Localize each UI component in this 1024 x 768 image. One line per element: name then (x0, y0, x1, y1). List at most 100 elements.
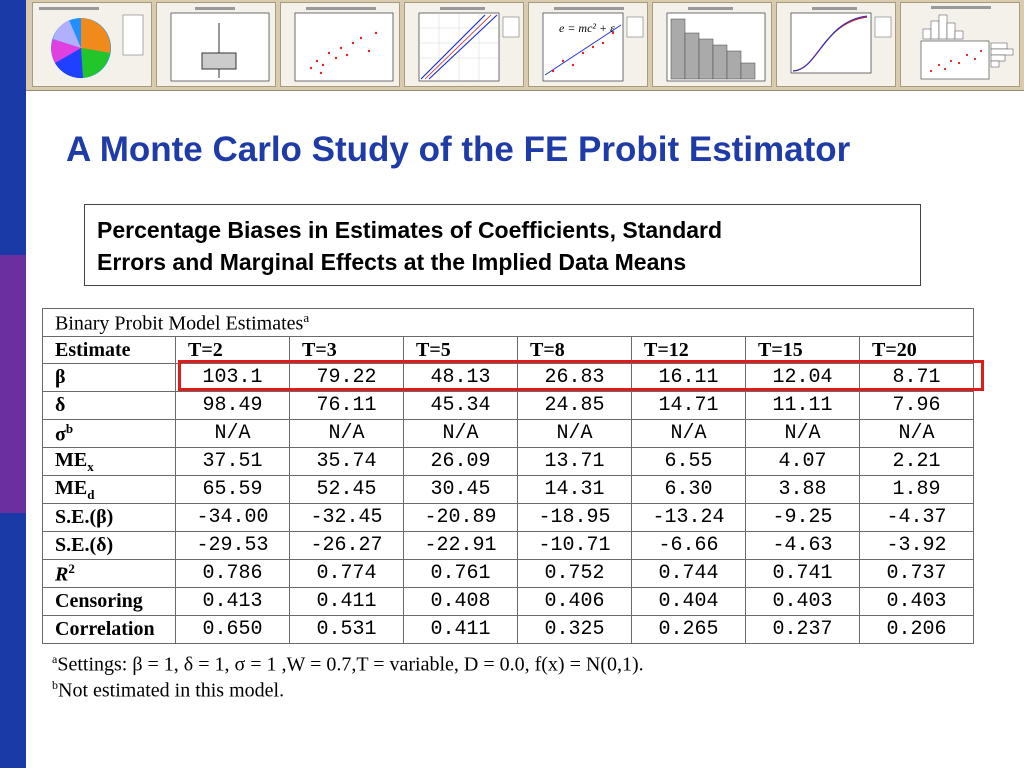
table-cell: -4.63 (745, 531, 860, 560)
table-cell: 52.45 (289, 475, 404, 504)
table-cell: 0.408 (403, 587, 518, 616)
footnote-a-text: Settings: β = 1, δ = 1, σ = 1 ,W = 0.7,T… (57, 653, 644, 676)
marginal-plot-thumbnail-icon (900, 2, 1020, 87)
table-cell: 0.411 (289, 587, 404, 616)
table-cell: -32.45 (289, 503, 404, 532)
row-label-text: β (55, 366, 66, 388)
boxplot-thumbnail-icon (156, 2, 276, 87)
row-label: S.E.(β) (42, 503, 176, 532)
table-row: Censoring 0.413 0.411 0.408 0.406 0.404 0.403 0… (42, 587, 974, 616)
table-cell: N/A (859, 419, 974, 448)
table-caption: Binary Probit Model Estimatesa (42, 308, 974, 337)
table-cell: -18.95 (517, 503, 632, 532)
table-cell: 0.413 (175, 587, 290, 616)
table-cell: N/A (631, 419, 746, 448)
row-label: β (42, 363, 176, 392)
table-cell: -26.27 (289, 531, 404, 560)
table-cell: 16.11 (631, 363, 746, 392)
table-cell: 0.411 (403, 615, 518, 644)
footnote-a-mark: a (52, 652, 58, 666)
left-bar-middle-segment (0, 255, 26, 513)
table-cell: 0.403 (745, 587, 860, 616)
table-cell: 0.265 (631, 615, 746, 644)
table-cell: N/A (289, 419, 404, 448)
table-cell: 103.1 (175, 363, 290, 392)
subtitle-line-1: Percentage Biases in Estimates of Coeffi… (97, 217, 723, 243)
row-label-superscript: 2 (68, 560, 75, 576)
table-cell: 30.45 (403, 475, 518, 504)
table-cell: 0.650 (175, 615, 290, 644)
table-row: σb N/A N/A N/A N/A N/A N/A N/A (42, 419, 974, 448)
table-cell: 11.11 (745, 391, 860, 420)
scatterplot-thumbnail-icon (280, 2, 400, 87)
table-row: MEx 37.51 35.74 26.09 13.71 6.55 4.07 2.21 (42, 447, 974, 476)
left-bar-top-segment (0, 0, 26, 255)
table-cell: 79.22 (289, 363, 404, 392)
subtitle-line-2: Errors and Marginal Effects at the Impli… (97, 249, 687, 275)
histogram-thumbnail-icon (652, 2, 772, 87)
row-label: Censoring (42, 587, 176, 616)
table-cell: N/A (403, 419, 518, 448)
table-cell: -10.71 (517, 531, 632, 560)
table-cell: 45.34 (403, 391, 518, 420)
row-label: MEd (42, 475, 176, 504)
table-cell: 6.55 (631, 447, 746, 476)
row-label: R2 (42, 559, 176, 588)
row-label-text: Censoring (55, 590, 143, 612)
table-caption-text: Binary Probit Model Estimates (55, 312, 304, 335)
table-cell: 14.31 (517, 475, 632, 504)
column-header: T=5 (403, 336, 518, 364)
left-accent-bar (0, 0, 26, 768)
table-cell: 7.96 (859, 391, 974, 420)
footnote-b-text: Not estimated in this model. (58, 679, 285, 702)
table-cell: -6.66 (631, 531, 746, 560)
table-row: S.E.(δ) -29.53 -26.27 -22.91 -10.71 -6.66 -4.6… (42, 531, 974, 560)
table-row: δ 98.49 76.11 45.34 24.85 14.71 11.11 7.96 (42, 391, 974, 420)
table-cell: -34.00 (175, 503, 290, 532)
table-cell: N/A (745, 419, 860, 448)
row-label: S.E.(δ) (42, 531, 176, 560)
table-cell: 0.752 (517, 559, 632, 588)
table-cell: 35.74 (289, 447, 404, 476)
table-cell: 65.59 (175, 475, 290, 504)
regression-scatter-thumbnail-icon: e = mc² + ε (528, 2, 648, 87)
table-cell: -20.89 (403, 503, 518, 532)
column-header: T=3 (289, 336, 404, 364)
table-cell: 26.09 (403, 447, 518, 476)
column-header: T=12 (631, 336, 746, 364)
row-label: δ (42, 391, 176, 420)
pie-chart-thumbnail-icon (32, 2, 152, 87)
table-row: R2 0.786 0.774 0.761 0.752 0.744 0.741 0.737 (42, 559, 974, 588)
empirical-cdf-thumbnail-icon (776, 2, 896, 87)
row-label: Correlation (42, 615, 176, 644)
formula-label: e = mc² + ε (559, 21, 615, 35)
row-label-text: S.E.(β) (55, 506, 114, 528)
row-label: MEx (42, 447, 176, 476)
row-label-text: ME (55, 448, 88, 471)
probability-plot-thumbnail-icon (404, 2, 524, 87)
table-cell: 0.403 (859, 587, 974, 616)
table-cell: -29.53 (175, 531, 290, 560)
table-cell: 2.21 (859, 447, 974, 476)
table-cell: 3.88 (745, 475, 860, 504)
subtitle-box: Percentage Biases in Estimates of Coeffi… (84, 204, 921, 286)
table-caption-row: Binary Probit Model Estimatesa (42, 308, 974, 337)
thumbnail-strip: e = mc² + ε (26, 0, 1024, 91)
table-cell: -9.25 (745, 503, 860, 532)
left-bar-bottom-segment (0, 513, 26, 768)
table-cell: 13.71 (517, 447, 632, 476)
table-cell: 4.07 (745, 447, 860, 476)
table-cell: -3.92 (859, 531, 974, 560)
table-cell: 0.737 (859, 559, 974, 588)
row-label: σb (42, 419, 176, 448)
row-label-text: ME (55, 476, 88, 499)
table-cell: 0.774 (289, 559, 404, 588)
table-cell: 0.786 (175, 559, 290, 588)
table-cell: 24.85 (517, 391, 632, 420)
table-body: β 103.1 79.22 48.13 26.83 16.11 12.04 8.71 δ 98.4… (42, 363, 974, 644)
table-row: S.E.(β) -34.00 -32.45 -20.89 -18.95 -13.24 -9.… (42, 503, 974, 532)
table-cell: 0.237 (745, 615, 860, 644)
row-label-subscript: d (87, 486, 95, 502)
table-cell: 1.89 (859, 475, 974, 504)
table-row: MEd 65.59 52.45 30.45 14.31 6.30 3.88 1.89 (42, 475, 974, 504)
